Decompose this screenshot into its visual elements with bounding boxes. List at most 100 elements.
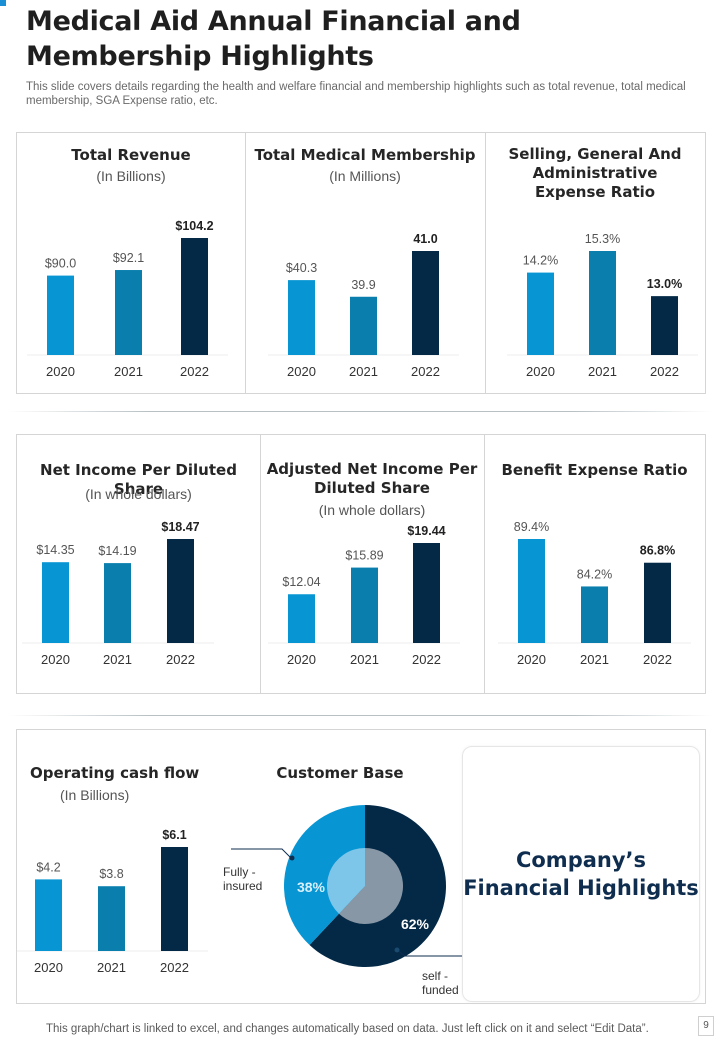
chart-row-3: Operating cash flow (In Billions) $4.2 20… [16, 729, 706, 1004]
inner-slice [327, 848, 365, 914]
page-title: Medical Aid Annual Financial and Members… [26, 6, 521, 72]
highlight-line-2: Financial Highlights [463, 876, 699, 900]
bar-2022[interactable] [161, 847, 188, 951]
bar-2022[interactable] [412, 251, 439, 355]
donut-chart-customer-base[interactable]: 38% 62% Fully -insured self -funded [217, 730, 463, 1000]
callout-label: funded [422, 983, 459, 997]
section-divider [8, 715, 712, 716]
x-tick-label: 2022 [650, 364, 679, 379]
data-label: 89.4% [514, 520, 549, 534]
chart-title: Selling, General And Administrative Expe… [508, 145, 682, 201]
callout-line [396, 949, 463, 957]
bar-2020[interactable] [35, 879, 62, 951]
bar-2020[interactable] [288, 280, 315, 355]
bar-2021[interactable] [589, 251, 616, 355]
callout-dot [394, 947, 400, 953]
chart-panel-operating-cash-flow: Operating cash flow (In Billions) $4.2 20… [17, 730, 217, 1003]
chart-title: Operating cash flow [30, 764, 200, 782]
data-label: $14.35 [36, 543, 74, 557]
callout-line [231, 848, 292, 859]
data-label: 86.8% [640, 544, 675, 558]
data-label: $18.47 [161, 520, 199, 534]
chart-title: Net Income Per Diluted Share [40, 461, 237, 498]
section-divider [8, 411, 712, 412]
x-tick-label: 2021 [103, 652, 132, 667]
x-tick-label: 2020 [41, 652, 70, 667]
chart-title: Total Medical Membership [254, 146, 476, 164]
data-label: 39.9 [351, 278, 375, 292]
financial-highlights-card: Company’s Financial Highlights [462, 746, 700, 1002]
data-label: $40.3 [286, 261, 317, 275]
chart-panel-net-income-per-share: Net Income Per Diluted Share (In whole d… [17, 435, 261, 693]
x-tick-label: 2020 [34, 960, 63, 975]
x-tick-label: 2020 [287, 364, 316, 379]
callout-label: insured [223, 879, 262, 893]
data-label: $104.2 [175, 219, 213, 233]
bar-2021[interactable] [351, 567, 378, 643]
bar-2022[interactable] [167, 539, 194, 643]
x-tick-label: 2022 [643, 652, 672, 667]
chart-row-1: Total Revenue (In Billions) $90.0 2020 $92… [16, 132, 706, 394]
x-tick-label: 2020 [517, 652, 546, 667]
bar-2021[interactable] [98, 886, 125, 951]
highlight-line-1: Company’s [515, 848, 647, 872]
inner-slice [338, 848, 403, 924]
data-label: $90.0 [45, 257, 76, 271]
bar-chart-sga-expense-ratio[interactable]: 14.2% 2020 15.3% 2021 13.0% 2022 [485, 133, 705, 391]
bar-2021[interactable] [350, 296, 377, 355]
bar-chart-operating-cash-flow[interactable]: $4.2 2020 $3.8 2021 $6.1 2022 [17, 730, 217, 1000]
bar-2022[interactable] [181, 238, 208, 355]
bar-2020[interactable] [42, 562, 69, 643]
footer-note: This graph/chart is linked to excel, and… [46, 1023, 649, 1035]
chart-panel-total-medical-membership: Total Medical Membership (In Millions) $… [245, 133, 486, 393]
x-tick-label: 2020 [526, 364, 555, 379]
bar-2020[interactable] [527, 272, 554, 355]
bar-chart-total-medical-membership[interactable]: $40.3 2020 39.9 2021 41.0 2022 [245, 133, 485, 391]
slice-fully-insured[interactable] [284, 805, 365, 946]
bar-chart-adjusted-net-income-per-share[interactable]: $12.04 2020 $15.89 2021 $19.44 2022 [260, 435, 484, 693]
bar-2021[interactable] [104, 563, 131, 643]
page-subtitle: This slide covers details regarding the … [26, 81, 686, 107]
bar-2022[interactable] [651, 296, 678, 355]
data-label: $6.1 [162, 828, 186, 842]
bar-chart-net-income-per-share[interactable]: $14.35 2020 $14.19 2021 $18.47 2022 [17, 435, 260, 693]
chart-panel-total-revenue: Total Revenue (In Billions) $90.0 2020 $92… [17, 133, 246, 393]
data-label: 15.3% [585, 232, 620, 246]
bar-chart-total-revenue[interactable]: $90.0 2020 $92.1 2021 $104.2 2022 [17, 133, 245, 391]
bar-2020[interactable] [288, 594, 315, 643]
chart-title: Benefit Expense Ratio [501, 461, 688, 479]
callout-label: self - [422, 969, 448, 983]
x-tick-label: 2020 [46, 364, 75, 379]
chart-panel-sga-expense-ratio: Selling, General And Administrative Expe… [485, 133, 705, 393]
chart-panel-benefit-expense-ratio: Benefit Expense Ratio 89.4% 2020 84.2% 2021… [484, 435, 705, 693]
data-label: $15.89 [345, 549, 383, 563]
data-label: 14.2% [523, 254, 558, 268]
bar-2020[interactable] [518, 539, 545, 643]
financial-highlights-heading: Company’s Financial Highlights [463, 846, 699, 902]
chart-row-2: Net Income Per Diluted Share (In whole d… [16, 434, 706, 694]
data-label: $3.8 [99, 867, 123, 881]
x-tick-label: 2021 [349, 364, 378, 379]
chart-unit: (In Billions) [60, 787, 130, 803]
x-tick-label: 2020 [287, 652, 316, 667]
data-label: 41.0 [413, 232, 437, 246]
page-number: 9 [698, 1016, 714, 1036]
x-tick-label: 2021 [588, 364, 617, 379]
bar-2020[interactable] [47, 275, 74, 355]
bar-2021[interactable] [581, 586, 608, 643]
slice-label: 38% [297, 879, 326, 895]
bar-2021[interactable] [115, 270, 142, 355]
data-label: $14.19 [98, 544, 136, 558]
x-tick-label: 2021 [580, 652, 609, 667]
bar-2022[interactable] [644, 562, 671, 643]
bar-chart-benefit-expense-ratio[interactable]: 89.4% 2020 84.2% 2021 86.8% 2022 [484, 435, 705, 693]
data-label: 13.0% [647, 277, 682, 291]
callout-label: Fully - [223, 865, 256, 879]
chart-title: Customer Base [276, 764, 404, 782]
x-tick-label: 2021 [350, 652, 379, 667]
x-tick-label: 2022 [411, 364, 440, 379]
data-label: $92.1 [113, 251, 144, 265]
chart-unit: (In Millions) [329, 168, 401, 184]
bar-2022[interactable] [413, 543, 440, 643]
callout-dot [289, 855, 295, 861]
